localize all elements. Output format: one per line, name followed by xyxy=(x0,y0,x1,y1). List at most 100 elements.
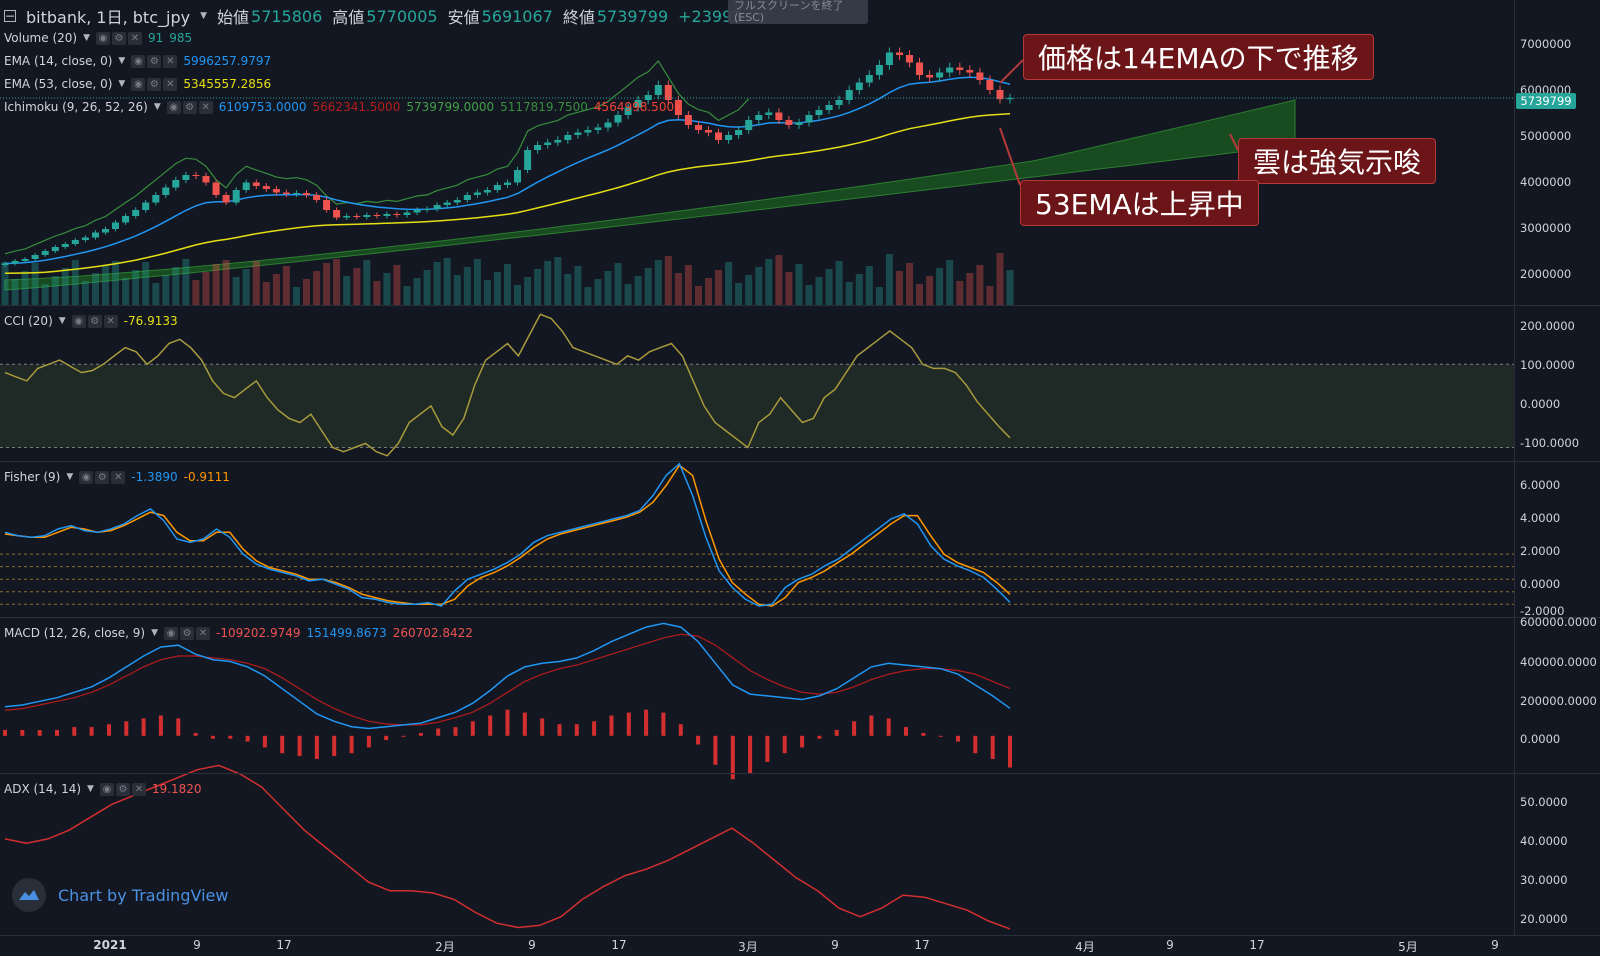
candle-body xyxy=(192,175,200,176)
collapse-icon[interactable]: − xyxy=(4,9,16,23)
candle-body xyxy=(162,187,170,195)
legend-adx[interactable]: ADX (14, 14) ▼ ◉ ⚙ ✕ 19.1820 xyxy=(4,782,202,796)
macd-histogram-bar xyxy=(280,735,285,754)
price-axis-tick: 3000000 xyxy=(1520,221,1572,235)
chevron-down-icon[interactable]: ▼ xyxy=(83,33,90,43)
chevron-down-icon[interactable]: ▼ xyxy=(151,628,159,638)
price-axis-tick: 4000000 xyxy=(1520,175,1572,189)
macd-histogram-bar xyxy=(886,718,891,736)
chevron-down-icon[interactable]: ▼ xyxy=(118,79,126,89)
legend-ichimoku-name[interactable]: Ichimoku (9, 26, 52, 26) xyxy=(4,100,148,114)
volume-bar xyxy=(896,271,903,305)
volume-bar xyxy=(463,267,471,305)
legend-fisher[interactable]: Fisher (9) ▼ ◉ ⚙ ✕ -1.3890 -0.9111 xyxy=(4,470,230,484)
legend-ema14[interactable]: EMA (14, close, 0) ▼ ◉ ⚙ ✕ 5996257.9797 xyxy=(4,54,271,68)
gear-icon[interactable]: ⚙ xyxy=(95,470,110,484)
candle-body xyxy=(292,193,300,194)
eye-icon[interactable]: ◉ xyxy=(71,314,86,328)
pane-separator[interactable] xyxy=(0,461,1600,462)
macd-histogram-bar xyxy=(72,727,77,736)
gear-icon[interactable]: ⚙ xyxy=(147,54,162,68)
candle-body xyxy=(705,130,712,133)
close-icon[interactable]: ✕ xyxy=(103,314,118,328)
cci-axis-tick: -100.0000 xyxy=(1520,436,1580,450)
legend-cci-name[interactable]: CCI (20) xyxy=(4,314,53,328)
close-icon[interactable]: ✕ xyxy=(128,31,142,45)
fullscreen-exit-hint[interactable]: フルスクリーンを終了 (ESC) xyxy=(728,0,868,24)
close-icon[interactable]: ✕ xyxy=(163,77,178,91)
gear-icon[interactable]: ⚙ xyxy=(180,626,195,640)
ema14-line xyxy=(4,76,1011,265)
candle-body xyxy=(514,170,521,183)
gear-icon[interactable]: ⚙ xyxy=(147,77,162,91)
candle-body xyxy=(343,216,351,218)
fisher-axis-tick: 6.0000 xyxy=(1520,478,1561,492)
legend-adx-name[interactable]: ADX (14, 14) xyxy=(4,782,82,796)
eye-icon[interactable]: ◉ xyxy=(164,626,179,640)
eye-icon[interactable]: ◉ xyxy=(96,31,110,45)
close-label: 終値 xyxy=(562,8,595,27)
annotation-ema14[interactable]: 価格は14EMAの下で推移 xyxy=(1023,34,1374,80)
legend-cci[interactable]: CCI (20) ▼ ◉ ⚙ ✕ -76.9133 xyxy=(4,314,178,328)
volume-bar xyxy=(252,261,260,305)
close-icon[interactable]: ✕ xyxy=(163,54,178,68)
price-axis-tick: 5000000 xyxy=(1520,129,1572,143)
volume-bar xyxy=(323,263,331,305)
chevron-down-icon[interactable]: ▼ xyxy=(58,316,66,326)
candle-body xyxy=(61,244,69,247)
symbol-label[interactable]: bitbank, 1日, btc_jpy xyxy=(26,8,191,27)
gear-icon[interactable]: ⚙ xyxy=(115,782,130,796)
candle-body xyxy=(584,130,592,133)
legend-volume-name[interactable]: Volume (20) xyxy=(4,31,78,45)
close-icon[interactable]: ✕ xyxy=(131,782,146,796)
legend-volume[interactable]: Volume (20) ▼ ◉ ⚙ ✕ 91 985 xyxy=(4,31,192,45)
candle-body xyxy=(232,190,240,203)
annotation-cloud[interactable]: 雲は強気示唆 xyxy=(1238,138,1437,184)
chevron-down-icon[interactable]: ▼ xyxy=(66,472,74,482)
time-axis-separator xyxy=(0,935,1600,936)
eye-icon[interactable]: ◉ xyxy=(131,54,146,68)
candle-body xyxy=(202,176,210,183)
close-icon[interactable]: ✕ xyxy=(196,626,211,640)
volume-bar xyxy=(232,277,240,305)
esc-hint-line1: フルスクリーンを終了 xyxy=(734,0,844,12)
pane-separator[interactable] xyxy=(0,305,1600,306)
volume-bar xyxy=(604,271,612,305)
annotation-ema53[interactable]: 53EMAは上昇中 xyxy=(1020,180,1259,226)
macd-histogram-bar xyxy=(956,735,960,742)
chevron-down-icon[interactable]: ▼ xyxy=(153,102,161,112)
chevron-down-icon[interactable]: ▼ xyxy=(87,784,94,794)
close-icon[interactable]: ✕ xyxy=(111,470,126,484)
pane-separator[interactable] xyxy=(0,773,1600,774)
gear-icon[interactable]: ⚙ xyxy=(182,100,197,114)
tradingview-brand[interactable]: Chart by TradingView xyxy=(12,878,228,912)
macd-histogram-bar xyxy=(730,735,735,780)
macd-histogram-bar xyxy=(401,735,406,737)
legend-macd[interactable]: MACD (12, 26, close, 9) ▼ ◉ ⚙ ✕ -109202.974… xyxy=(4,626,473,640)
legend-fisher-name[interactable]: Fisher (9) xyxy=(4,470,61,484)
legend-ema53-name[interactable]: EMA (53, close, 0) xyxy=(4,77,113,91)
eye-icon[interactable]: ◉ xyxy=(131,77,146,91)
volume-bar xyxy=(483,280,491,305)
legend-controls: ◉ ⚙ ✕ xyxy=(71,314,118,328)
eye-icon[interactable]: ◉ xyxy=(166,100,181,114)
candle-body xyxy=(222,195,230,203)
legend-macd-name[interactable]: MACD (12, 26, close, 9) xyxy=(4,626,146,640)
candle-body xyxy=(373,215,381,216)
close-icon[interactable]: ✕ xyxy=(198,100,213,114)
chevron-down-icon[interactable]: ▼ xyxy=(200,11,207,21)
volume-bar xyxy=(282,266,290,305)
legend-ema53[interactable]: EMA (53, close, 0) ▼ ◉ ⚙ ✕ 5345557.2856 xyxy=(4,77,271,91)
gear-icon[interactable]: ⚙ xyxy=(112,31,126,45)
eye-icon[interactable]: ◉ xyxy=(79,470,94,484)
gear-icon[interactable]: ⚙ xyxy=(87,314,102,328)
pane-separator[interactable] xyxy=(0,617,1600,618)
legend-ichimoku[interactable]: Ichimoku (9, 26, 52, 26) ▼ ◉ ⚙ ✕ 6109753.00… xyxy=(4,100,682,114)
ema53-line xyxy=(4,113,1011,274)
chevron-down-icon[interactable]: ▼ xyxy=(118,56,126,66)
volume-bar xyxy=(986,286,994,305)
legend-ema14-name[interactable]: EMA (14, close, 0) xyxy=(4,54,113,68)
eye-icon[interactable]: ◉ xyxy=(99,782,114,796)
candle-body xyxy=(1,263,9,265)
